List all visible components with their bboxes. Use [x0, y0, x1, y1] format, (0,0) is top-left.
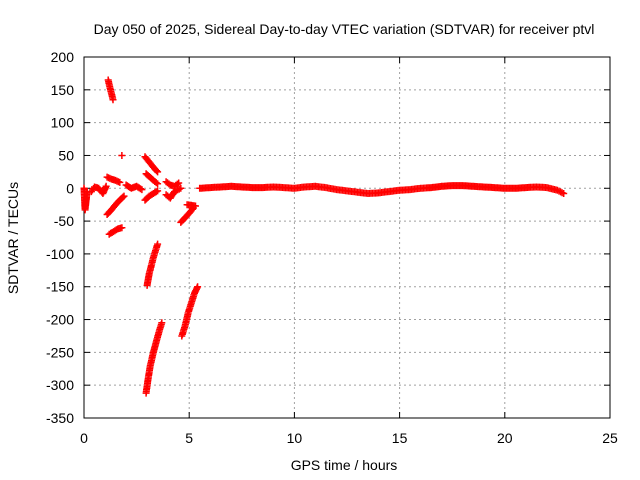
y-tick-label: 0 — [66, 180, 74, 196]
y-axis-label: SDTVAR / TECUs — [5, 182, 21, 294]
y-tick-label: 100 — [51, 115, 75, 131]
data-point — [154, 180, 162, 188]
data-point — [109, 96, 117, 104]
y-tick-label: 200 — [51, 49, 75, 65]
x-tick-label: 20 — [497, 430, 513, 446]
y-tick-label: -350 — [46, 410, 74, 426]
data-point — [175, 179, 183, 187]
data-points — [80, 76, 568, 397]
x-tick-label: 0 — [80, 430, 88, 446]
y-tick-label: -100 — [46, 246, 74, 262]
y-tick-label: -250 — [46, 344, 74, 360]
data-point — [119, 193, 127, 201]
y-axis: 200 150 100 50 0 -50 -100 -150 -200 -250 -300 -350 — [46, 49, 610, 426]
data-point — [116, 178, 124, 186]
chart-title: Day 050 of 2025, Sidereal Day-to-day VTE… — [94, 21, 595, 37]
y-tick-label: -300 — [46, 377, 74, 393]
data-point — [177, 184, 185, 192]
data-point — [154, 240, 162, 248]
y-tick-label: 150 — [51, 82, 75, 98]
data-point — [154, 168, 162, 176]
x-axis-label: GPS time / hours — [291, 457, 398, 473]
data-point — [192, 202, 199, 210]
y-tick-label: -150 — [46, 279, 74, 295]
data-point — [152, 179, 160, 187]
data-point — [194, 283, 202, 291]
data-point — [153, 167, 161, 175]
data-point — [120, 192, 128, 200]
data-point — [137, 185, 144, 193]
x-tick-label: 10 — [287, 430, 303, 446]
data-point — [138, 186, 146, 194]
data-point — [152, 188, 160, 196]
x-tick-label: 5 — [185, 430, 193, 446]
y-tick-label: -50 — [54, 213, 74, 229]
x-axis: 0 5 10 15 20 25 — [80, 57, 618, 446]
data-point — [102, 182, 110, 190]
plot-grid — [84, 57, 610, 418]
plot-area-border — [83, 56, 611, 419]
y-tick-label: 50 — [58, 147, 74, 163]
x-tick-label: 15 — [392, 430, 408, 446]
data-point — [560, 190, 568, 197]
data-point — [154, 187, 162, 195]
x-tick-label: 25 — [602, 430, 618, 446]
data-point — [118, 151, 126, 159]
data-point — [158, 319, 166, 327]
y-tick-label: -200 — [46, 312, 74, 328]
data-point — [118, 224, 126, 232]
